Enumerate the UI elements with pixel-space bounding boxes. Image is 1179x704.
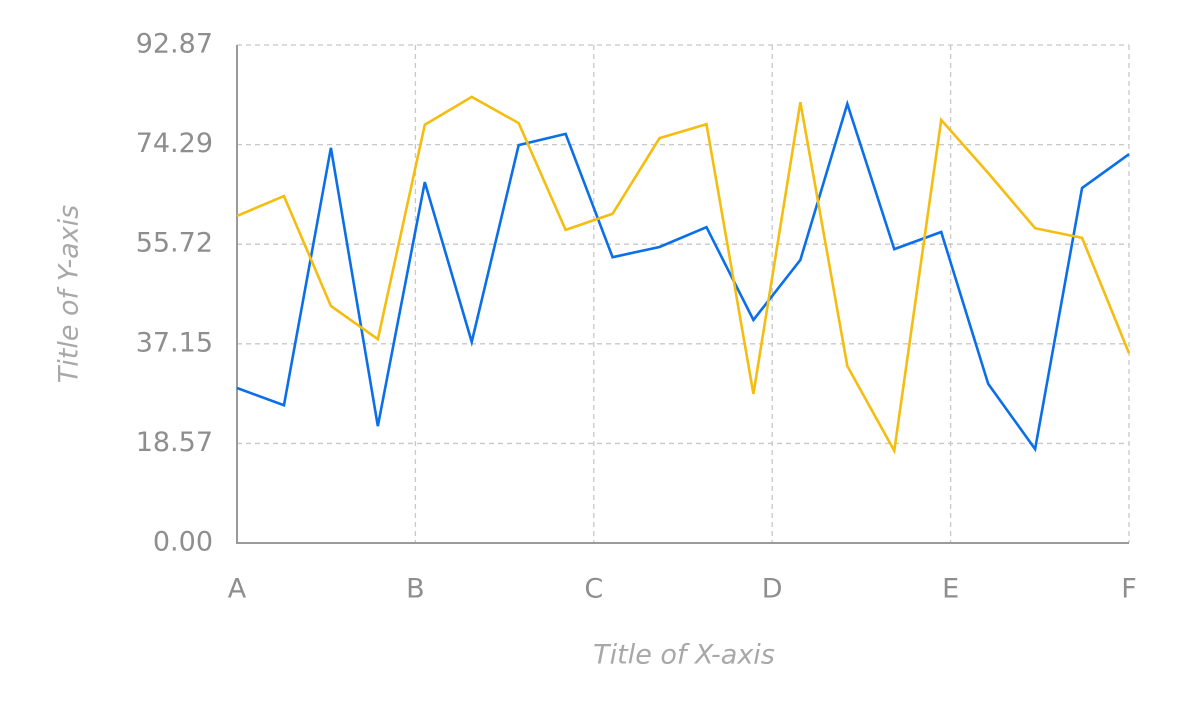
y-tick-label: 0.00 bbox=[153, 527, 213, 558]
x-tick-label: F bbox=[1121, 574, 1137, 605]
y-tick-label: 74.29 bbox=[136, 128, 213, 159]
x-tick-label: E bbox=[942, 574, 959, 605]
x-tick-label: D bbox=[762, 574, 783, 605]
line-series bbox=[236, 95, 1131, 455]
x-tick-label: A bbox=[228, 574, 247, 605]
x-tick-label: C bbox=[584, 574, 603, 605]
y-tick-label: 18.57 bbox=[136, 427, 213, 458]
y-tick-label: 55.72 bbox=[136, 228, 213, 259]
x-tick-label: B bbox=[406, 574, 425, 605]
y-axis-title: Title of Y-axis bbox=[54, 205, 85, 384]
y-tick-label: 37.15 bbox=[136, 327, 213, 358]
x-axis-title: Title of X-axis bbox=[593, 640, 775, 671]
y-tick-label: 92.87 bbox=[136, 29, 213, 60]
line-series bbox=[236, 99, 1130, 453]
